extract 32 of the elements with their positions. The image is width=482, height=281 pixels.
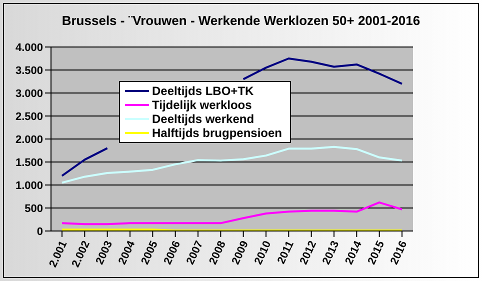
y-tick-label: 3.500 <box>15 64 43 77</box>
x-tick-label: 2015 <box>366 239 388 266</box>
x-tick-label: 2005 <box>139 239 160 266</box>
legend-label: Halftijds brugpensioen <box>152 126 282 140</box>
x-tick-label: 2010 <box>252 239 274 266</box>
x-tick-label: 2014 <box>343 238 365 266</box>
y-tick-label: 2.500 <box>15 110 43 123</box>
x-tick-label: 2013 <box>320 239 342 266</box>
x-tick-label: 2008 <box>207 239 228 266</box>
x-tick-label: 2.001 <box>47 239 70 270</box>
x-tick-label: 2006 <box>162 239 184 266</box>
line-series <box>61 146 403 184</box>
x-tick-label: 2016 <box>388 239 410 266</box>
x-tick-label: 2003 <box>94 239 116 266</box>
y-tick-label: 4.000 <box>15 42 43 54</box>
y-tick-label: 500 <box>24 202 43 215</box>
legend-label: Deeltijds LBO+TK <box>152 84 254 98</box>
y-tick-label: 1.500 <box>15 156 43 169</box>
x-tick-label: 2.002 <box>70 239 92 270</box>
chart-title: Brussels - ¨Vrouwen - Werkende Werklozen 50+ 2001-2016 <box>60 13 422 28</box>
x-tick-label: 2012 <box>298 239 320 266</box>
y-tick-label: 0 <box>36 226 43 238</box>
y-tick-label: 3.000 <box>15 88 43 100</box>
legend-label: Tijdelijk werkloos <box>152 98 252 112</box>
line-series <box>61 201 403 226</box>
x-tick-label: 2011 <box>275 239 296 266</box>
x-tick-label: 2004 <box>116 238 138 266</box>
x-tick-label: 2009 <box>230 239 252 266</box>
legend-label: Deeltijds werkend <box>152 112 254 126</box>
y-tick-label: 2.000 <box>15 134 43 146</box>
y-tick-label: 1.000 <box>15 180 43 192</box>
x-tick-label: 2007 <box>184 239 206 266</box>
